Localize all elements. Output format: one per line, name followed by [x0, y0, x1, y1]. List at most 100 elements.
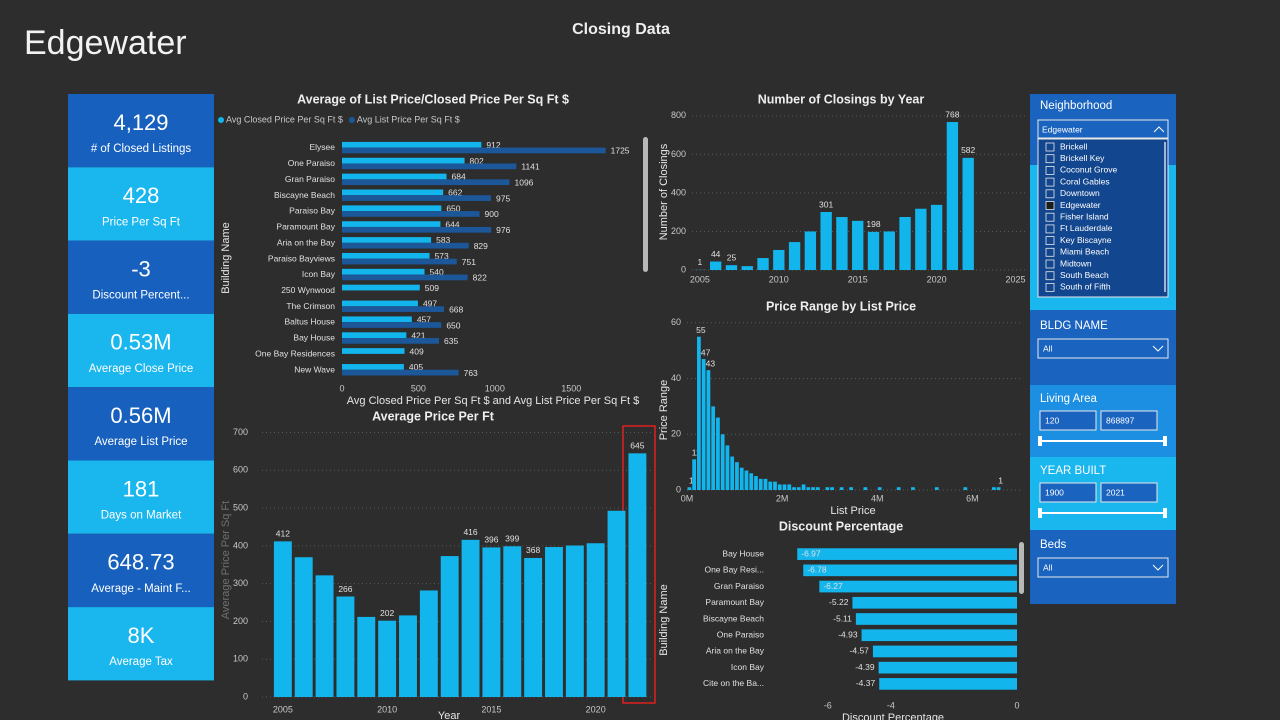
option-label[interactable]: Fisher Island	[1060, 211, 1109, 221]
category-label: Cite on the Ba...	[703, 678, 764, 688]
kpi-label: Average Close Price	[89, 363, 194, 375]
data-label: 509	[425, 283, 439, 293]
bar	[930, 204, 943, 270]
slider-handle[interactable]	[1163, 508, 1167, 518]
x-tick-label: -4	[887, 700, 895, 710]
scrollbar[interactable]	[1019, 542, 1024, 594]
bar	[342, 332, 407, 339]
checkbox[interactable]	[1045, 165, 1055, 175]
histogram-bar	[811, 487, 815, 490]
data-label: 44	[711, 249, 721, 259]
histogram-bar	[754, 476, 758, 490]
checkbox[interactable]	[1045, 259, 1055, 269]
y-axis-label: Building Name	[220, 222, 232, 294]
checkbox[interactable]	[1045, 236, 1055, 246]
option-label[interactable]: Brickell	[1060, 141, 1088, 151]
kpi-label: Average Tax	[109, 656, 173, 668]
x-tick-label: 2005	[273, 704, 293, 714]
range-input[interactable]	[1100, 482, 1158, 503]
option-label[interactable]: South Beach	[1060, 270, 1109, 280]
bar	[342, 369, 459, 376]
checkbox[interactable]	[1045, 224, 1055, 234]
histogram-bar	[896, 487, 901, 490]
histogram-bar	[716, 417, 720, 490]
x-tick-label: 2020	[927, 274, 947, 284]
slider-handle[interactable]	[1038, 436, 1042, 446]
scrollbar[interactable]	[643, 137, 648, 272]
bar	[879, 678, 1017, 690]
bar	[461, 539, 480, 697]
checkbox[interactable]	[1045, 201, 1055, 210]
bar	[342, 268, 425, 275]
x-tick-label: 0	[1014, 700, 1019, 710]
x-axis-label: List Price	[830, 505, 875, 517]
slider-handle[interactable]	[1038, 508, 1042, 518]
checkbox[interactable]	[1045, 212, 1055, 222]
bar	[342, 348, 405, 354]
filter-title: YEAR BUILT	[1040, 465, 1106, 477]
option-list	[1037, 138, 1169, 298]
checkbox[interactable]	[1045, 271, 1055, 281]
data-label: 266	[338, 584, 352, 594]
bar	[357, 616, 376, 697]
data-label: 409	[410, 346, 424, 356]
option-label[interactable]: Midtown	[1060, 258, 1092, 268]
option-label[interactable]: Coconut Grove	[1060, 165, 1117, 175]
range-input[interactable]	[1100, 410, 1158, 431]
bar	[342, 179, 510, 186]
option-label[interactable]: Coral Gables	[1060, 176, 1110, 186]
dropdown[interactable]	[1037, 119, 1169, 139]
filter-title: Living Area	[1040, 393, 1098, 405]
bar	[342, 242, 469, 249]
bar	[878, 661, 1017, 674]
data-label: 644	[445, 219, 459, 229]
checkbox[interactable]	[1045, 247, 1055, 257]
filter-title: Beds	[1040, 539, 1066, 551]
bar	[315, 575, 334, 697]
data-label: -5.22	[829, 597, 849, 607]
y-tick-label: 200	[233, 616, 248, 626]
histogram-bar	[991, 487, 996, 490]
y-tick-label: 20	[671, 429, 681, 439]
slider-handle[interactable]	[1163, 436, 1167, 446]
checkbox[interactable]	[1045, 142, 1055, 152]
dropdown[interactable]	[1037, 338, 1169, 359]
x-tick-label: 2025	[1006, 274, 1026, 284]
list-scrollbar	[1164, 142, 1166, 292]
range-input[interactable]	[1039, 410, 1097, 431]
checkbox[interactable]	[1045, 189, 1055, 199]
bar	[342, 205, 442, 212]
data-label: 763	[464, 368, 478, 378]
histogram-bar	[692, 459, 697, 490]
checkbox[interactable]	[1045, 177, 1055, 187]
histogram-bar	[763, 478, 768, 490]
histogram-bar	[758, 478, 763, 490]
bar	[861, 629, 1017, 642]
option-label[interactable]: South of Fifth	[1060, 282, 1111, 292]
option-label[interactable]: Edgewater	[1060, 200, 1101, 210]
category-label: Bay House	[722, 548, 764, 558]
data-label: 457	[417, 315, 431, 325]
option-label[interactable]: Brickell Key	[1060, 153, 1105, 163]
dropdown[interactable]	[1037, 557, 1169, 578]
x-axis-label: Discount Percentage	[842, 712, 944, 720]
option-label[interactable]: Downtown	[1060, 188, 1100, 198]
checkbox[interactable]	[1045, 154, 1055, 164]
data-label: 635	[444, 336, 458, 346]
histogram-bar	[687, 487, 692, 490]
checkbox[interactable]	[1045, 282, 1055, 292]
y-tick-label: 700	[233, 427, 248, 437]
y-tick-label: 0	[681, 264, 686, 274]
data-label: 751	[462, 257, 476, 267]
x-tick-label: -6	[824, 700, 832, 710]
data-label: 912	[486, 140, 500, 150]
histogram-bar	[996, 487, 1001, 490]
option-label[interactable]: Ft Lauderdale	[1060, 223, 1113, 233]
option-label[interactable]: Miami Beach	[1060, 247, 1109, 257]
option-label[interactable]: Key Biscayne	[1060, 235, 1112, 245]
category-label: Gran Paraiso	[714, 581, 764, 591]
data-label: 43	[706, 358, 716, 368]
histogram-bar	[735, 462, 739, 490]
range-input[interactable]	[1039, 482, 1097, 503]
kpi-value: 8K	[128, 623, 155, 648]
